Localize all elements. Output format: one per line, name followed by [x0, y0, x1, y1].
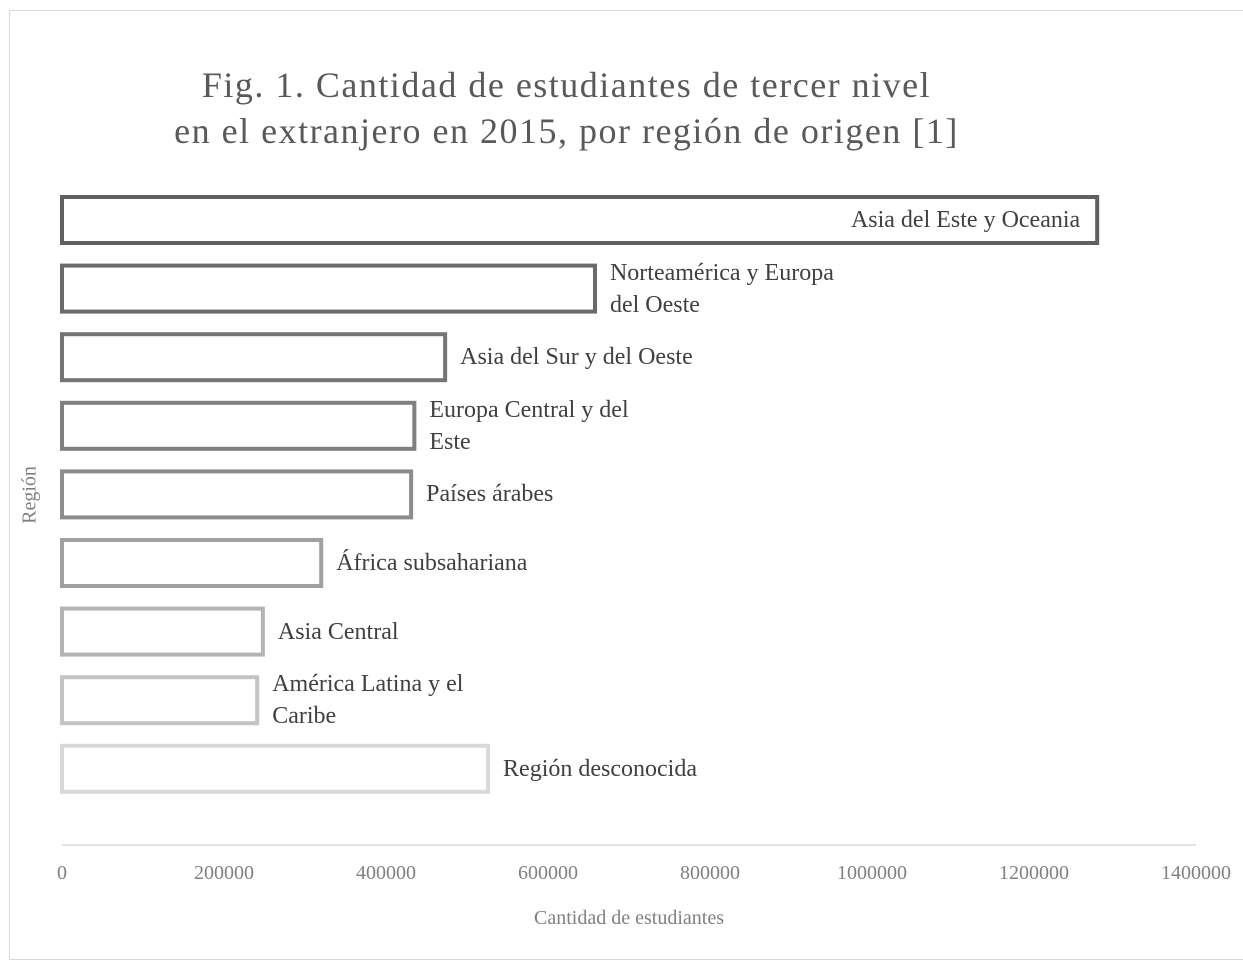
bar-label: Asia Central [277, 618, 399, 645]
bar [60, 675, 260, 726]
y-axis-label: Región [18, 466, 41, 524]
x-tick-label: 1400000 [1161, 862, 1231, 884]
bar [60, 400, 417, 451]
bar-label: África subsahariana [336, 550, 528, 576]
bar-label: Países árabes [426, 481, 554, 508]
chart-title: Fig. 1. Cantidad de estudiantes de terce… [174, 65, 959, 151]
bar-label: Norteamérica y Europa del Oeste [609, 259, 834, 318]
bar [60, 469, 414, 520]
bar-label: Europa Central y del Este [429, 396, 629, 455]
bar-label: Asia del Este y Oceania [850, 207, 1081, 233]
x-axis-label: Cantidad de estudiantes [534, 907, 724, 929]
bar [60, 743, 491, 794]
x-tick-label: 800000 [680, 862, 740, 884]
x-tick-label: 600000 [518, 862, 578, 884]
x-tick-label: 1200000 [999, 862, 1069, 884]
x-tick-label: 1000000 [837, 862, 907, 884]
bar [60, 332, 448, 383]
bar [60, 606, 265, 657]
bar [60, 263, 597, 314]
x-tick-label: 200000 [194, 862, 254, 884]
x-tick-label: 0 [57, 862, 67, 884]
bar [60, 538, 324, 588]
bar-label: América Latina y el Caribe [272, 671, 464, 730]
bar-label: Asia del Sur y del Oeste [460, 344, 693, 371]
bar-label: Región desconocida [503, 755, 697, 782]
bar [60, 195, 1100, 245]
x-tick-label: 400000 [356, 862, 416, 884]
